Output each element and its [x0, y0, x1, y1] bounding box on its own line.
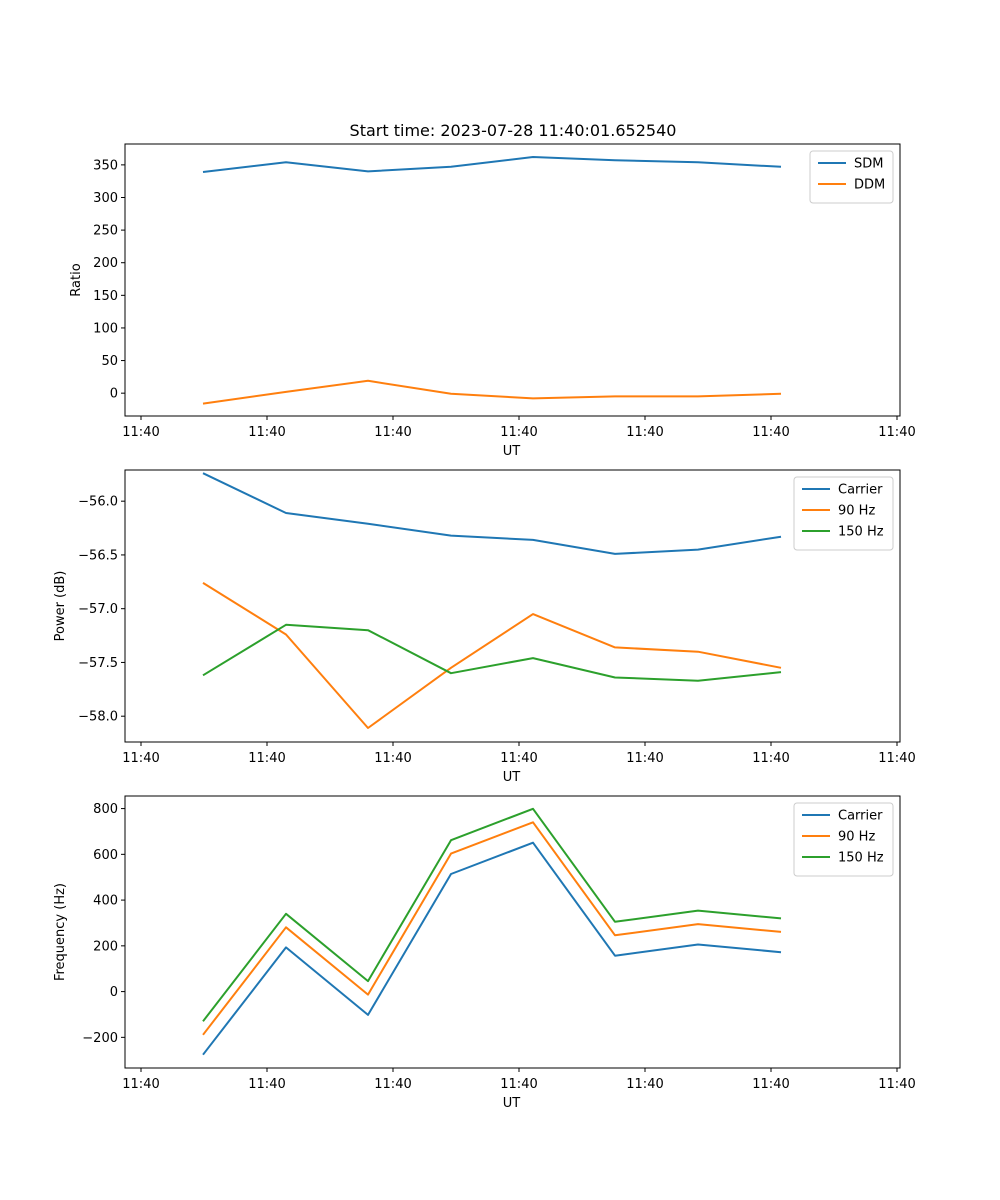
y-tick-label: −57.5: [78, 656, 118, 671]
x-tick-label: 11:40: [248, 425, 285, 440]
series-line-150-hz: [202, 807, 782, 1022]
plot-frame: [124, 469, 901, 743]
y-tick-label: 100: [93, 321, 118, 336]
x-tick-label: 11:40: [248, 751, 285, 766]
y-axis-label: Frequency (Hz): [53, 883, 68, 981]
x-tick-label: 11:40: [878, 751, 915, 766]
legend-label: Carrier: [838, 809, 883, 824]
series-line-150-hz: [202, 623, 782, 682]
y-tick-label: −200: [82, 1031, 118, 1046]
y-tick-label: 250: [93, 224, 118, 239]
x-tick-label: 11:40: [878, 425, 915, 440]
y-tick-label: −58.0: [78, 710, 118, 725]
y-tick-label: 50: [101, 354, 118, 369]
legend-label: 90 Hz: [838, 830, 875, 845]
x-tick-label: 11:40: [626, 425, 663, 440]
y-tick-label: 350: [93, 158, 118, 173]
x-tick-label: 11:40: [752, 425, 789, 440]
x-tick-label: 11:40: [122, 425, 159, 440]
y-tick-label: 0: [110, 387, 118, 402]
x-tick-label: 11:40: [626, 1077, 663, 1092]
y-tick-label: 0: [110, 985, 118, 1000]
x-axis-label: UT: [503, 1096, 521, 1111]
y-tick-label: −57.0: [78, 602, 118, 617]
y-axis-label: Power (dB): [53, 571, 68, 642]
y-tick-label: 800: [93, 802, 118, 817]
series-line-sdm: [202, 156, 782, 173]
x-axis-label: UT: [503, 770, 521, 785]
legend-label: DDM: [854, 178, 885, 193]
x-tick-label: 11:40: [122, 1077, 159, 1092]
y-tick-label: −56.0: [78, 495, 118, 510]
x-tick-label: 11:40: [878, 1077, 915, 1092]
y-axis-label: Ratio: [69, 263, 84, 296]
x-tick-label: 11:40: [374, 1077, 411, 1092]
legend-label: Carrier: [838, 483, 883, 498]
plot-frame: [124, 795, 901, 1069]
figure-title: Start time: 2023-07-28 11:40:01.652540: [350, 121, 677, 140]
plot-frame: [124, 143, 901, 417]
x-tick-label: 11:40: [122, 751, 159, 766]
legend-label: SDM: [854, 157, 883, 172]
x-axis-label: UT: [503, 444, 521, 459]
x-tick-label: 11:40: [500, 1077, 537, 1092]
y-tick-label: 300: [93, 191, 118, 206]
y-tick-label: 200: [93, 939, 118, 954]
series-line-carrier: [202, 472, 782, 555]
series-line-90-hz: [202, 582, 782, 729]
y-tick-label: 200: [93, 256, 118, 271]
x-tick-label: 11:40: [374, 425, 411, 440]
chart-panel-3: −200 0 200 400 600 800 11:40 11:40 11:40 11:40 11:…: [53, 795, 916, 1111]
chart-panel-1: 0 50 100 150 200 250 300 350 11:40 11:40 11:40 11:4…: [69, 143, 916, 459]
y-tick-label: 400: [93, 894, 118, 909]
series-line-ddm: [202, 379, 782, 405]
x-tick-label: 11:40: [752, 1077, 789, 1092]
series-line-carrier: [202, 841, 782, 1056]
x-tick-label: 11:40: [374, 751, 411, 766]
x-tick-label: 11:40: [626, 751, 663, 766]
series-line-90-hz: [202, 821, 782, 1036]
x-tick-label: 11:40: [500, 425, 537, 440]
y-tick-label: 600: [93, 848, 118, 863]
y-tick-label: −56.5: [78, 548, 118, 563]
x-tick-label: 11:40: [248, 1077, 285, 1092]
legend-label: 150 Hz: [838, 525, 884, 540]
x-tick-label: 11:40: [752, 751, 789, 766]
y-tick-label: 150: [93, 289, 118, 304]
x-tick-label: 11:40: [500, 751, 537, 766]
legend-label: 150 Hz: [838, 851, 884, 866]
legend-label: 90 Hz: [838, 504, 875, 519]
chart-panel-2: −58.0 −57.5 −57.0 −56.5 −56.0 11:40 11:40 11:40…: [53, 469, 916, 785]
